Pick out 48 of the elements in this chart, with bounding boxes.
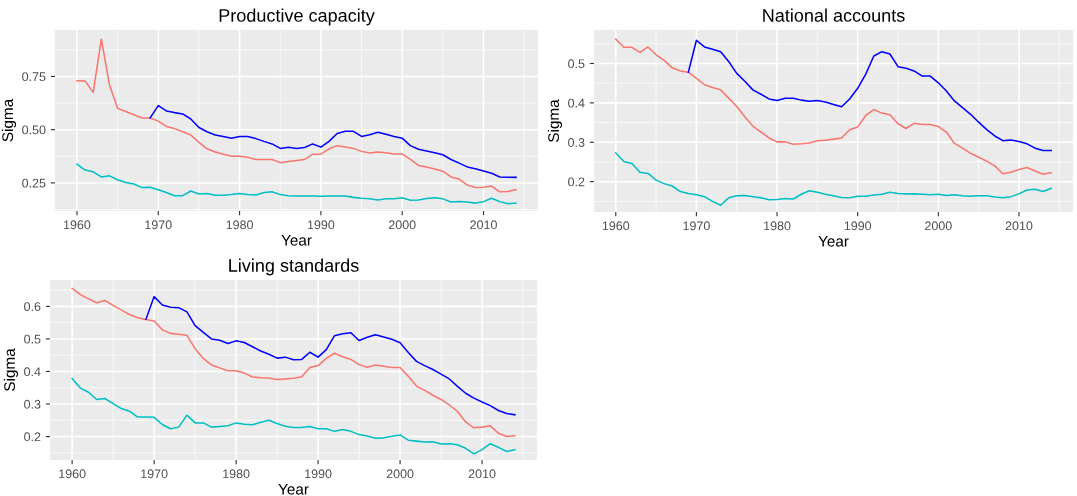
line-series bbox=[149, 104, 517, 179]
x-tick-label: 2010 bbox=[470, 220, 497, 230]
chart-title: Productive capacity bbox=[219, 8, 375, 26]
x-axis-title: Year bbox=[281, 235, 312, 246]
y-tick-label: 0.3 bbox=[568, 138, 585, 147]
line-series bbox=[687, 39, 1052, 152]
x-tick-label: 1980 bbox=[764, 221, 791, 231]
x-tick-label: 1960 bbox=[64, 220, 91, 230]
y-tick-label: 0.50 bbox=[22, 125, 46, 135]
x-tick-label: 2000 bbox=[386, 469, 414, 479]
y-tick-label: 0.4 bbox=[24, 367, 41, 377]
y-tick-label: 0.5 bbox=[24, 334, 41, 344]
line-series bbox=[615, 152, 1052, 207]
y-tick-label: 0.75 bbox=[22, 72, 46, 82]
x-tick-label: 1990 bbox=[307, 220, 335, 230]
y-axis-title: Sigma bbox=[3, 348, 19, 391]
line-series bbox=[76, 38, 517, 193]
line-series bbox=[615, 38, 1052, 175]
y-tick-label: 0.2 bbox=[24, 432, 41, 442]
x-tick-label: 1960 bbox=[602, 221, 630, 231]
y-tick-label: 0.5 bbox=[568, 59, 585, 69]
x-tick-label: 2000 bbox=[925, 221, 952, 231]
x-tick-label: 1980 bbox=[223, 469, 250, 479]
y-axis-title: Sigma bbox=[547, 99, 563, 142]
y-tick-label: 0.25 bbox=[22, 178, 46, 188]
x-tick-label: 1980 bbox=[226, 220, 253, 230]
line-series bbox=[145, 295, 516, 416]
x-tick-label: 1970 bbox=[145, 220, 172, 230]
x-axis-title: Year bbox=[818, 236, 849, 247]
y-axis-title: Sigma bbox=[1, 98, 17, 142]
x-axis-title: Year bbox=[278, 484, 309, 495]
chart-title: Living standards bbox=[229, 258, 359, 276]
x-tick-label: 1990 bbox=[305, 469, 332, 479]
line-series bbox=[76, 163, 517, 205]
line-series bbox=[71, 287, 516, 438]
y-tick-label: 0.2 bbox=[568, 177, 585, 187]
x-tick-label: 1990 bbox=[844, 221, 872, 231]
line-series bbox=[71, 377, 516, 455]
chart-title: National accounts bbox=[763, 8, 905, 22]
x-tick-label: 1960 bbox=[59, 469, 86, 479]
x-tick-label: 2000 bbox=[388, 220, 416, 230]
x-tick-label: 2010 bbox=[468, 469, 496, 479]
x-tick-label: 2010 bbox=[1005, 221, 1033, 231]
y-tick-label: 0.6 bbox=[24, 302, 41, 312]
y-tick-label: 0.3 bbox=[24, 399, 41, 409]
x-tick-label: 1970 bbox=[683, 221, 710, 231]
y-tick-label: 0.4 bbox=[568, 98, 585, 108]
x-tick-label: 1970 bbox=[141, 469, 168, 479]
